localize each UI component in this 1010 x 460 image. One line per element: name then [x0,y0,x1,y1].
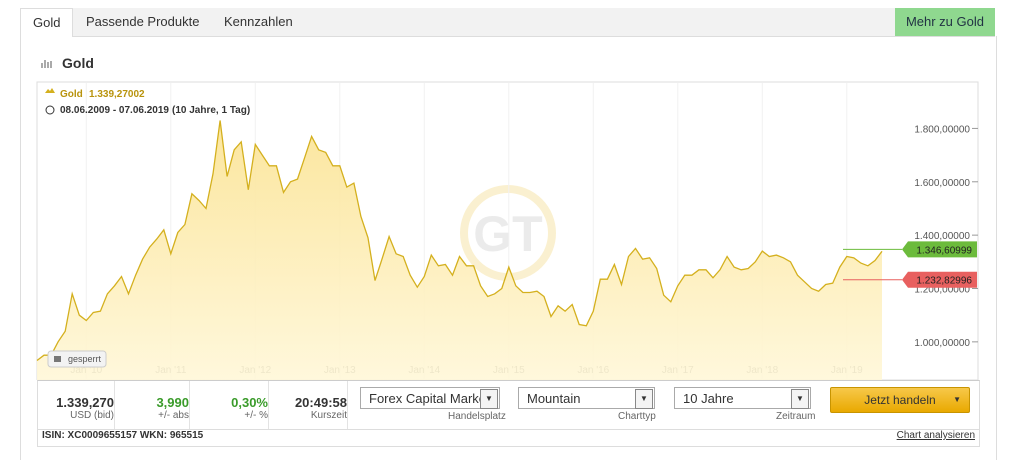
svg-text:GT: GT [473,206,542,262]
locked-label: gesperrt [68,354,102,364]
clock-icon [45,105,55,115]
y-tick-label: 1.200,00000 [914,284,970,295]
marker-label: 1.232,82996 [916,276,972,287]
locked-badge [47,350,107,368]
tab[interactable]: Passende Produkte [86,14,200,29]
more-button[interactable]: Mehr zu Gold [894,8,995,36]
period: 10 Jahre [683,391,734,406]
time-label: Kurszeit [310,410,347,421]
tab[interactable]: Gold [20,8,74,37]
venue-select[interactable]: Forex Capital Marke ▼ [360,387,500,409]
period-note: (10 Jahre, 1 Tag) [172,105,250,116]
period-select[interactable]: 10 Jahre ▼ [674,387,811,409]
pct-label: +/- % [244,410,268,421]
venue-label: Handelsplatz [448,411,506,422]
legend-series: Gold [60,89,83,100]
venue: Forex Capital Marke [369,391,487,406]
y-tick-label: 1.000,00000 [914,338,970,349]
info-bar: 1.339,270 USD (bid) 3,990 +/- abs 0,30% … [37,380,980,430]
price-label: USD (bid) [70,410,114,421]
abs-change: 3,990 [156,395,189,410]
abs-cell: 3,990 +/- abs [115,381,190,429]
price-cell: 1.339,270 USD (bid) [38,381,115,429]
period-label: Zeitraum [776,411,816,422]
marker-box [902,271,977,288]
tab[interactable]: Kennzahlen [224,14,293,29]
tab-bar: Gold Passende Produkte Kennzahlen Mehr z… [20,8,995,37]
date-range: 08.06.2009 - 07.06.2019 [60,105,169,116]
trade-label: Jetzt handeln [864,393,936,407]
footer: ISIN: XC0009655157 WKN: 965515 Chart ana… [37,428,980,447]
title-icon [41,60,52,68]
panel [20,36,997,460]
lock-icon [54,356,61,362]
chart-type-label: Charttyp [618,411,656,422]
chart: Gold GT Jan '10Jan '11Jan '12Jan '13Jan … [36,55,979,380]
price-line [36,120,883,362]
y-tick-label: 1.800,00000 [914,124,970,135]
chart-title: Gold [62,55,94,71]
chart-type: Mountain [527,391,581,406]
area-fill [37,120,882,380]
analyze-link[interactable]: Chart analysieren [896,430,975,441]
marker-label: 1.346,60999 [916,245,972,256]
legend-value: 1.339,27002 [89,89,145,100]
abs-label: +/- abs [158,410,189,421]
y-tick-label: 1.600,00000 [914,178,970,189]
chart-type-select[interactable]: Mountain ▼ [518,387,655,409]
time: 20:49:58 [294,395,347,410]
ids: ISIN: XC0009655157 WKN: 965515 [42,430,204,441]
marker-box [902,241,977,258]
pct-cell: 0,30% +/- % [190,381,269,429]
price: 1.339,270 [56,395,114,410]
pct-change: 0,30% [231,395,268,410]
y-tick-label: 1.400,00000 [914,231,970,242]
time-cell: 20:49:58 Kurszeit [269,381,348,429]
trade-button[interactable]: Jetzt handeln ▼ [830,387,970,413]
legend-icon [45,88,55,93]
